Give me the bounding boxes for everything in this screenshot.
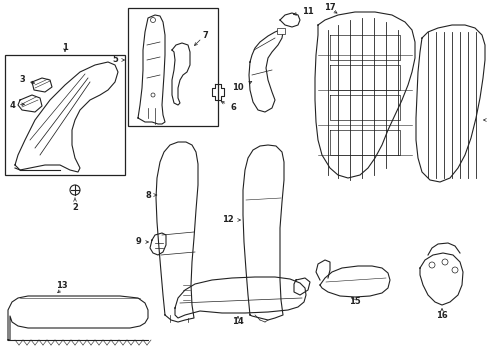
Text: 8: 8	[145, 190, 157, 199]
Text: 11: 11	[294, 8, 314, 17]
Text: 18: 18	[484, 116, 490, 125]
Text: 16: 16	[436, 310, 448, 320]
Bar	[5, 55, 125, 175]
Text: 3: 3	[19, 76, 35, 85]
Text: 17: 17	[324, 4, 336, 13]
Text: 1: 1	[62, 44, 68, 53]
Text: 4: 4	[9, 100, 24, 109]
Text: 15: 15	[349, 297, 361, 306]
Text: 13: 13	[56, 282, 68, 291]
Text: 14: 14	[232, 318, 244, 327]
Text: 5: 5	[112, 55, 124, 64]
Text: 7: 7	[202, 31, 208, 40]
Bar	[128, 8, 218, 126]
Text: 9: 9	[135, 238, 148, 247]
Text: 2: 2	[72, 198, 78, 212]
Text: 10: 10	[232, 81, 252, 93]
Text: 6: 6	[221, 102, 236, 112]
Text: 12: 12	[222, 216, 241, 225]
Bar	[277, 28, 285, 34]
